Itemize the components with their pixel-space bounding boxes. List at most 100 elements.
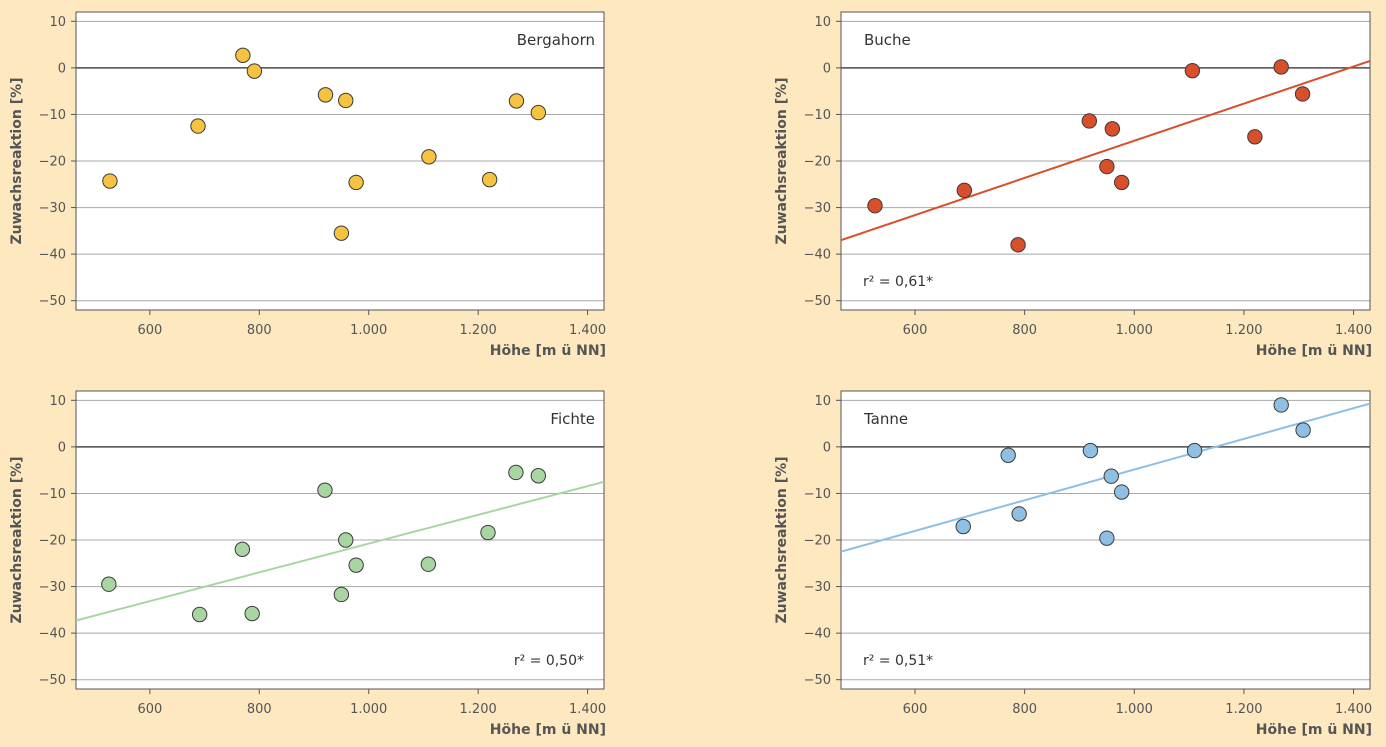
data-point [508, 93, 525, 109]
y-tick-label: −20 [804, 534, 831, 549]
trend-line [841, 59, 1370, 242]
y-tick-label: −10 [39, 108, 66, 123]
x-tick-label: 1.400 [569, 702, 606, 717]
r-squared-annotation: r² = 0,50* [514, 653, 584, 669]
plot-frame [75, 11, 605, 311]
x-tick-label: 1.200 [1225, 323, 1262, 338]
data-point [317, 87, 334, 103]
y-tick-label: 10 [49, 15, 66, 30]
data-point [1099, 530, 1115, 546]
data-point [348, 557, 364, 573]
y-tick-label: −30 [39, 201, 66, 216]
x-axis-label: Höhe [m ü NN] [490, 722, 606, 738]
data-point [1273, 59, 1289, 75]
x-tick-label: 800 [247, 323, 272, 338]
data-point [508, 464, 524, 481]
x-tick-label: 1.200 [460, 323, 497, 338]
x-tick-label: 1.400 [1335, 323, 1372, 338]
y-tick-label: −20 [804, 155, 831, 170]
data-point [1113, 484, 1130, 500]
panel-title: Bergahorn [517, 31, 595, 49]
data-point [102, 173, 118, 189]
y-tick-label: 0 [58, 440, 66, 455]
y-tick-label: −40 [39, 627, 66, 642]
data-point [530, 468, 547, 484]
x-axis-label: Höhe [m ü NN] [1256, 722, 1372, 738]
x-tick-label: 1.200 [460, 702, 497, 717]
data-point [867, 198, 883, 214]
x-tick-label: 1.000 [350, 323, 387, 338]
panel-bergahorn: 10 0 −10 −20 −30 −40 −50 600 800 1.000 1.200 1.400 B… [9, 11, 606, 359]
panel-title: Fichte [550, 410, 595, 428]
data-point [1011, 506, 1027, 522]
y-tick-label: −40 [804, 627, 831, 642]
data-point [235, 47, 251, 64]
y-tick-label: −10 [39, 487, 66, 502]
plot-frame [840, 390, 1371, 690]
data-point [1295, 422, 1311, 438]
panel-title: Tanne [863, 410, 908, 428]
y-axis-label: Zuwachsreaktion [%] [774, 77, 790, 244]
y-axis-label: Zuwachsreaktion [%] [9, 77, 25, 244]
x-tick-label: 1.000 [1116, 702, 1153, 717]
data-point [480, 524, 496, 541]
data-point [317, 482, 333, 498]
panel-buche: 10 0 −10 −20 −30 −40 −50 600 800 1.000 1.200 1.400 B… [774, 11, 1372, 359]
data-point [1294, 86, 1311, 102]
x-tick-label: 1.400 [569, 323, 606, 338]
data-point [338, 92, 354, 109]
data-point [420, 556, 437, 572]
y-tick-label: −20 [39, 155, 66, 170]
y-tick-label: 0 [823, 61, 831, 76]
data-point [1103, 468, 1119, 484]
x-tick-label: 800 [1012, 323, 1037, 338]
y-tick-label: −50 [804, 673, 831, 688]
data-point [333, 586, 350, 603]
data-point [1247, 129, 1263, 145]
data-point [1082, 442, 1099, 459]
r-squared-annotation: r² = 0,61* [863, 274, 933, 290]
data-point [956, 182, 973, 199]
x-tick-label: 600 [137, 702, 162, 717]
y-tick-label: −50 [39, 673, 66, 688]
data-point [1000, 447, 1016, 463]
y-tick-label: 0 [823, 440, 831, 455]
y-tick-label: 10 [814, 394, 831, 409]
x-tick-label: 600 [903, 323, 928, 338]
panel-title: Buche [864, 31, 911, 49]
y-tick-label: −10 [804, 108, 831, 123]
data-point [348, 174, 364, 191]
y-tick-label: −40 [804, 248, 831, 263]
data-point [333, 225, 350, 241]
panel-tanne: 10 0 −10 −20 −30 −40 −50 600 800 1.000 1.200 1.400 T… [774, 390, 1372, 738]
x-tick-label: 1.400 [1335, 702, 1372, 717]
data-point [191, 606, 208, 623]
x-tick-label: 800 [1012, 702, 1037, 717]
x-tick-label: 800 [247, 702, 272, 717]
x-tick-label: 1.200 [1225, 702, 1262, 717]
data-point [530, 104, 547, 121]
data-point [1010, 237, 1026, 253]
panel-fichte: 10 0 −10 −20 −30 −40 −50 600 800 1.000 1.200 1.400 F… [9, 390, 606, 738]
data-point [1104, 121, 1121, 137]
y-axis-label: Zuwachsreaktion [%] [774, 456, 790, 623]
r-squared-annotation: r² = 0,51* [863, 653, 933, 669]
data-point [1273, 397, 1289, 413]
y-tick-label: −10 [804, 487, 831, 502]
y-tick-label: −40 [39, 248, 66, 263]
y-axis-label: Zuwachsreaktion [%] [9, 456, 25, 623]
data-point [244, 605, 260, 622]
data-point [955, 518, 971, 535]
data-point [1099, 158, 1115, 175]
y-tick-label: −30 [39, 580, 66, 595]
data-point [421, 149, 437, 165]
y-tick-label: 10 [49, 394, 66, 409]
x-tick-label: 1.000 [1116, 323, 1153, 338]
data-point [190, 118, 206, 134]
data-point [1113, 174, 1130, 191]
trend-line [76, 480, 604, 622]
y-tick-label: −20 [39, 534, 66, 549]
plot-frame [75, 390, 605, 690]
x-tick-label: 1.000 [350, 702, 387, 717]
